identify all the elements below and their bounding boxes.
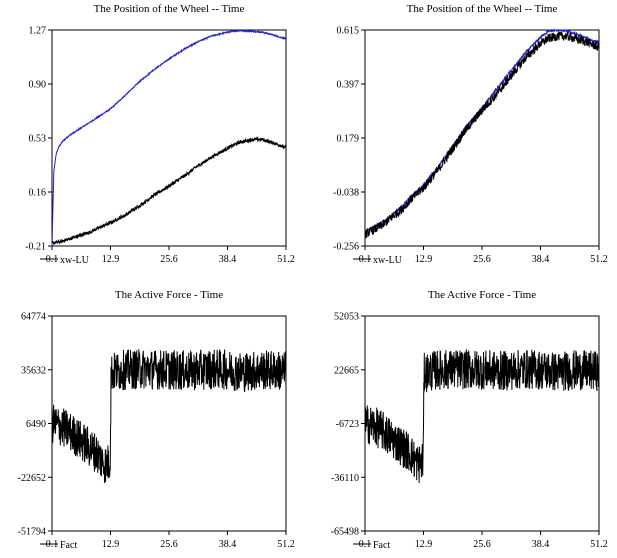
y-tick-label: 22665 — [334, 365, 359, 376]
legend-label: Fact — [373, 540, 390, 551]
legend: xw-LU — [353, 255, 403, 266]
x-tick-label: 51.2 — [590, 539, 608, 550]
y-tick-label: 0.90 — [29, 80, 47, 91]
x-tick-label: 12.9 — [415, 254, 433, 265]
plot-frame — [364, 315, 600, 532]
y-tick-label: -51794 — [18, 527, 46, 538]
y-tick-label: 0.615 — [337, 26, 360, 37]
series-line-2 — [51, 136, 287, 246]
y-tick-label: -6723 — [336, 419, 359, 430]
series-line-1 — [51, 349, 287, 484]
y-tick-label: 0.397 — [337, 80, 360, 91]
chart-panel-2: The Position of the Wheel -- Time 0.615 0.… — [333, 3, 608, 266]
y-tick-label: -22652 — [18, 473, 46, 484]
plot-frame — [51, 29, 287, 247]
y-tick-label: 0.16 — [29, 188, 47, 199]
series-line-2 — [364, 31, 600, 240]
y-tick-label: 0.179 — [337, 134, 360, 145]
legend-label: xw-LU — [60, 255, 90, 266]
y-tick-label: -36110 — [331, 473, 359, 484]
legend: Fact — [353, 540, 390, 551]
y-tick-label: -65498 — [331, 527, 359, 538]
x-tick-label: 38.4 — [219, 539, 237, 550]
chart-title: The Position of the Wheel -- Time — [94, 3, 245, 15]
chart-title: The Active Force - Time — [428, 289, 536, 301]
series-line-1 — [364, 28, 600, 235]
x-tick-label: 51.2 — [277, 254, 295, 265]
chart-panel-1: The Position of the Wheel -- Time 1.27 0.9… — [25, 3, 295, 266]
y-tick-label: -0.21 — [25, 242, 46, 253]
x-tick-label: 38.4 — [532, 254, 550, 265]
x-tick-label: 12.9 — [415, 539, 433, 550]
x-tick-label: 51.2 — [277, 539, 295, 550]
chart-title: The Position of the Wheel -- Time — [407, 3, 558, 15]
y-tick-label: 1.27 — [29, 26, 47, 37]
x-tick-label: 25.6 — [160, 539, 178, 550]
y-tick-label: 0.53 — [29, 134, 47, 145]
legend: xw-LU — [40, 255, 90, 266]
x-tick-label: 38.4 — [532, 539, 550, 550]
x-tick-label: 12.9 — [102, 254, 120, 265]
x-tick-label: 25.6 — [473, 539, 491, 550]
x-tick-label: 38.4 — [219, 254, 237, 265]
x-tick-label: 25.6 — [160, 254, 178, 265]
series-line-1 — [364, 349, 600, 484]
y-tick-label: 64774 — [21, 312, 46, 323]
legend-label: Fact — [60, 540, 77, 551]
plot-frame — [51, 315, 287, 532]
x-tick-label: 25.6 — [473, 254, 491, 265]
y-tick-label: -0.038 — [333, 188, 359, 199]
y-tick-label: 52053 — [334, 312, 359, 323]
y-tick-label: 35632 — [21, 365, 46, 376]
chart-panel-4: The Active Force - Time 52053 22665 -6723 -3… — [331, 289, 608, 551]
x-tick-label: 12.9 — [102, 539, 120, 550]
y-tick-label: -0.256 — [333, 242, 359, 253]
chart-panel-3: The Active Force - Time 64774 35632 6490 -22… — [18, 289, 295, 551]
chart-title: The Active Force - Time — [115, 289, 223, 301]
y-tick-label: 6490 — [26, 419, 46, 430]
series-line-1 — [51, 28, 287, 246]
legend: Fact — [40, 540, 77, 551]
legend-label: xw-LU — [373, 255, 403, 266]
x-tick-label: 51.2 — [590, 254, 608, 265]
